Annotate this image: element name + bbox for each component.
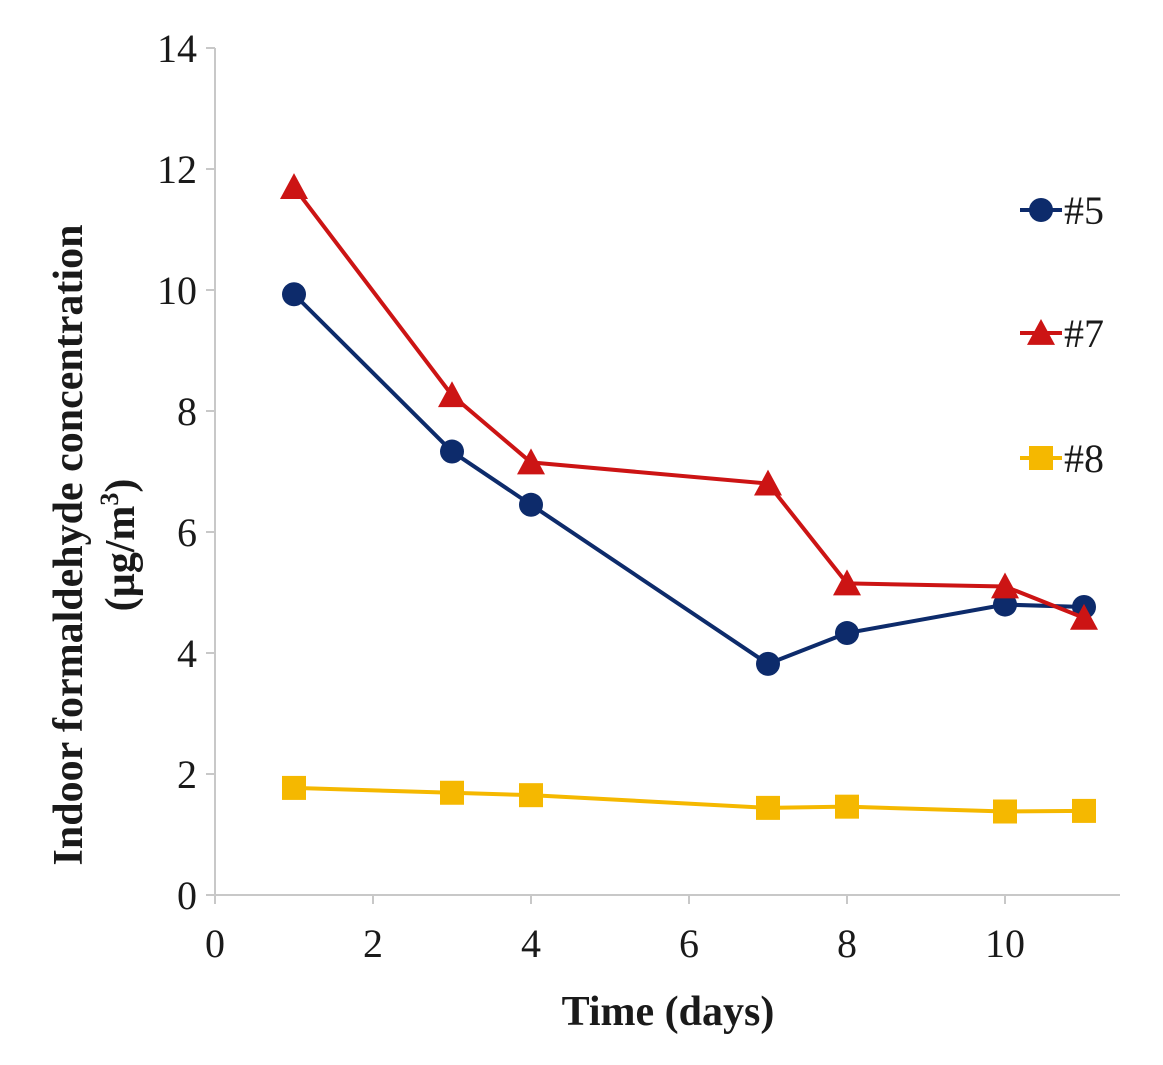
x-tick-label: 4: [521, 921, 541, 966]
legend: #5 #7 #8: [1020, 188, 1104, 481]
legend-marker: [1029, 198, 1053, 222]
data-point-triangle: [1070, 603, 1098, 630]
y-axis-title-line1: Indoor formaldehyde concentration: [46, 225, 92, 866]
data-point-square: [282, 775, 306, 800]
y-axis-title: Indoor formaldehyde concentration (µg/m3…: [46, 225, 144, 866]
legend-item: #7: [1020, 311, 1104, 356]
series-line: [292, 292, 1085, 666]
data-point-circle: [282, 282, 306, 307]
y-tick-label: 14: [157, 26, 197, 71]
data-point-circle: [756, 651, 780, 676]
legend-label: #7: [1064, 311, 1104, 356]
data-point-square: [519, 783, 543, 808]
data-point-triangle: [517, 448, 545, 475]
series-layer: [280, 173, 1098, 824]
y-axis-unit-prefix: (µg/m: [98, 506, 144, 612]
x-tick-label: 8: [837, 921, 857, 966]
legend-item: #5: [1020, 188, 1104, 233]
data-point-square: [835, 794, 859, 819]
series-n5: [282, 282, 1096, 676]
data-point-circle: [519, 492, 543, 517]
y-axis-unit-sup: 3: [95, 493, 124, 506]
legend-label: #5: [1064, 188, 1104, 233]
x-tick-label: 10: [985, 921, 1025, 966]
axes: [214, 48, 1120, 896]
x-axis-title: Time (days): [562, 989, 775, 1035]
data-point-circle: [993, 592, 1017, 617]
legend-marker: [1029, 446, 1053, 470]
legend-marker: [1027, 319, 1055, 345]
series-line: [292, 185, 1085, 620]
ticks: 0 2 4 6 8 10 12 14 0 2 4 6 8 10: [157, 26, 1025, 966]
y-axis-unit-suffix: ): [98, 479, 144, 493]
legend-item: #8: [1020, 436, 1104, 481]
data-point-triangle: [754, 469, 782, 496]
series-n7: [280, 173, 1098, 630]
x-tick-label: 0: [205, 921, 225, 966]
y-tick-label: 8: [177, 389, 197, 434]
y-tick-label: 4: [177, 631, 197, 676]
series-line: [293, 785, 1085, 814]
y-tick-label: 0: [177, 873, 197, 918]
data-point-square: [756, 795, 780, 820]
y-axis-title-line2: (µg/m3): [95, 479, 144, 612]
data-point-triangle: [991, 572, 1019, 599]
y-tick-label: 10: [157, 268, 197, 313]
data-point-circle: [835, 621, 859, 646]
data-point-square: [440, 780, 464, 805]
y-tick-label: 12: [157, 147, 197, 192]
legend-label: #8: [1064, 436, 1104, 481]
series-n8: [282, 775, 1096, 824]
data-point-circle: [440, 439, 464, 464]
data-point-triangle: [833, 569, 861, 596]
x-tick-label: 2: [363, 921, 383, 966]
data-point-triangle: [280, 173, 308, 200]
y-tick-label: 2: [177, 752, 197, 797]
data-point-triangle: [438, 381, 466, 408]
data-point-square: [1072, 798, 1096, 823]
x-tick-label: 6: [679, 921, 699, 966]
y-tick-label: 6: [177, 510, 197, 555]
data-point-square: [993, 799, 1017, 824]
